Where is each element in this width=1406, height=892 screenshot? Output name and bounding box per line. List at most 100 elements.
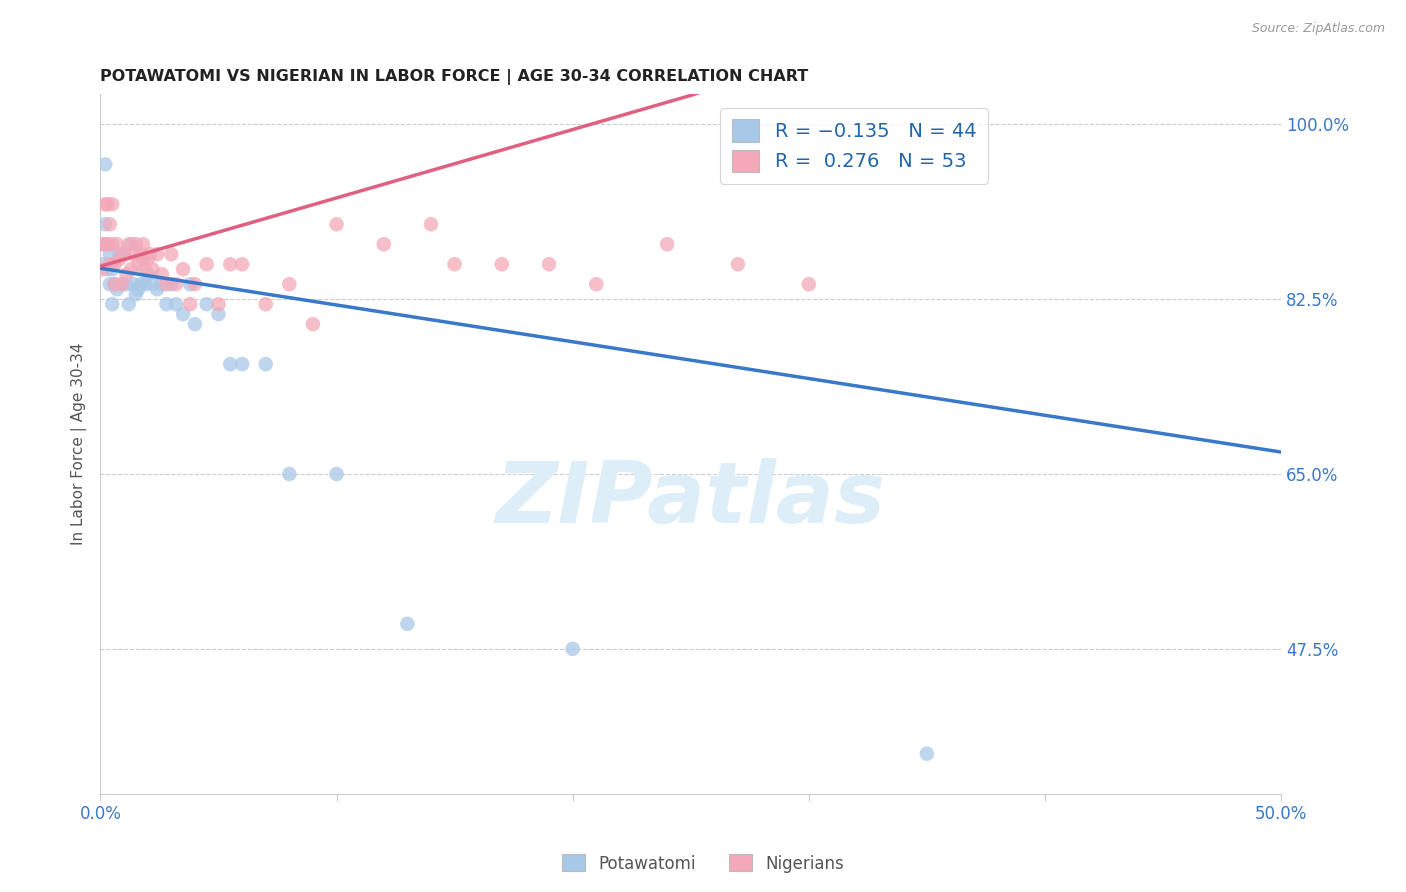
Point [537, 257, 560, 271]
Text: ZIPatlas: ZIPatlas [495, 458, 886, 541]
Point [165, 277, 187, 292]
Point [172, 307, 194, 321]
Point [104, 277, 127, 292]
Point [118, 297, 141, 311]
Point [373, 237, 395, 252]
Point [125, 237, 148, 252]
Point [396, 616, 419, 631]
Point [278, 467, 301, 481]
Point [112, 247, 135, 261]
Point [96, 262, 118, 277]
Text: Source: ZipAtlas.com: Source: ZipAtlas.com [1251, 22, 1385, 36]
Point [98, 247, 121, 261]
Point [491, 257, 513, 271]
Point [94, 217, 117, 231]
Point [160, 247, 183, 261]
Point [231, 257, 253, 271]
Point [655, 237, 678, 252]
Point [112, 247, 135, 261]
Point [111, 277, 134, 292]
Point [96, 237, 118, 252]
Point [443, 257, 465, 271]
Point [91, 237, 114, 252]
Point [120, 237, 142, 252]
Point [139, 247, 162, 261]
Point [91, 237, 114, 252]
Point [91, 262, 114, 277]
Point [105, 237, 128, 252]
Point [132, 252, 155, 267]
Point [105, 282, 128, 296]
Point [98, 277, 121, 292]
Point [118, 237, 141, 252]
Point [136, 252, 159, 267]
Point [141, 262, 163, 277]
Point [160, 277, 183, 292]
Point [94, 157, 117, 171]
Point [195, 297, 218, 311]
Point [219, 257, 242, 271]
Point [127, 257, 149, 271]
Point [108, 247, 131, 261]
Point [146, 247, 169, 261]
Point [120, 262, 142, 277]
Point [179, 297, 201, 311]
Point [254, 357, 277, 371]
Point [797, 277, 820, 292]
Point [420, 217, 443, 231]
Point [101, 262, 124, 277]
Point [184, 317, 207, 331]
Point [122, 247, 145, 261]
Point [219, 357, 242, 371]
Point [91, 257, 114, 271]
Point [94, 237, 117, 252]
Point [122, 277, 145, 292]
Point [150, 267, 173, 281]
Point [155, 277, 177, 292]
Point [115, 277, 138, 292]
Point [585, 277, 607, 292]
Point [561, 641, 583, 656]
Point [98, 257, 121, 271]
Point [127, 282, 149, 296]
Point [96, 237, 118, 252]
Point [325, 467, 347, 481]
Point [195, 257, 218, 271]
Point [129, 247, 152, 261]
Point [132, 237, 155, 252]
Point [915, 747, 938, 761]
Point [179, 277, 201, 292]
Point [254, 297, 277, 311]
Point [101, 237, 124, 252]
Point [278, 277, 301, 292]
Point [108, 252, 131, 267]
Legend: Potawatomi, Nigerians: Potawatomi, Nigerians [555, 847, 851, 880]
Point [155, 297, 177, 311]
Point [165, 297, 187, 311]
Point [101, 297, 124, 311]
Point [111, 277, 134, 292]
Text: POTAWATOMI VS NIGERIAN IN LABOR FORCE | AGE 30-34 CORRELATION CHART: POTAWATOMI VS NIGERIAN IN LABOR FORCE | … [100, 69, 808, 85]
Y-axis label: In Labor Force | Age 30-34: In Labor Force | Age 30-34 [72, 343, 87, 545]
Point [134, 277, 156, 292]
Point [104, 277, 127, 292]
Point [727, 257, 749, 271]
Point [172, 262, 194, 277]
Point [184, 277, 207, 292]
Point [207, 297, 229, 311]
Point [146, 282, 169, 296]
Point [302, 317, 325, 331]
Point [150, 277, 173, 292]
Point [101, 197, 124, 211]
Legend: R = −0.135   N = 44, R =  0.276   N = 53: R = −0.135 N = 44, R = 0.276 N = 53 [720, 108, 988, 184]
Point [325, 217, 347, 231]
Point [125, 287, 148, 301]
Point [136, 267, 159, 281]
Point [98, 217, 121, 231]
Point [129, 277, 152, 292]
Point [231, 357, 253, 371]
Point [94, 197, 117, 211]
Point [141, 277, 163, 292]
Point [115, 267, 138, 281]
Point [134, 262, 156, 277]
